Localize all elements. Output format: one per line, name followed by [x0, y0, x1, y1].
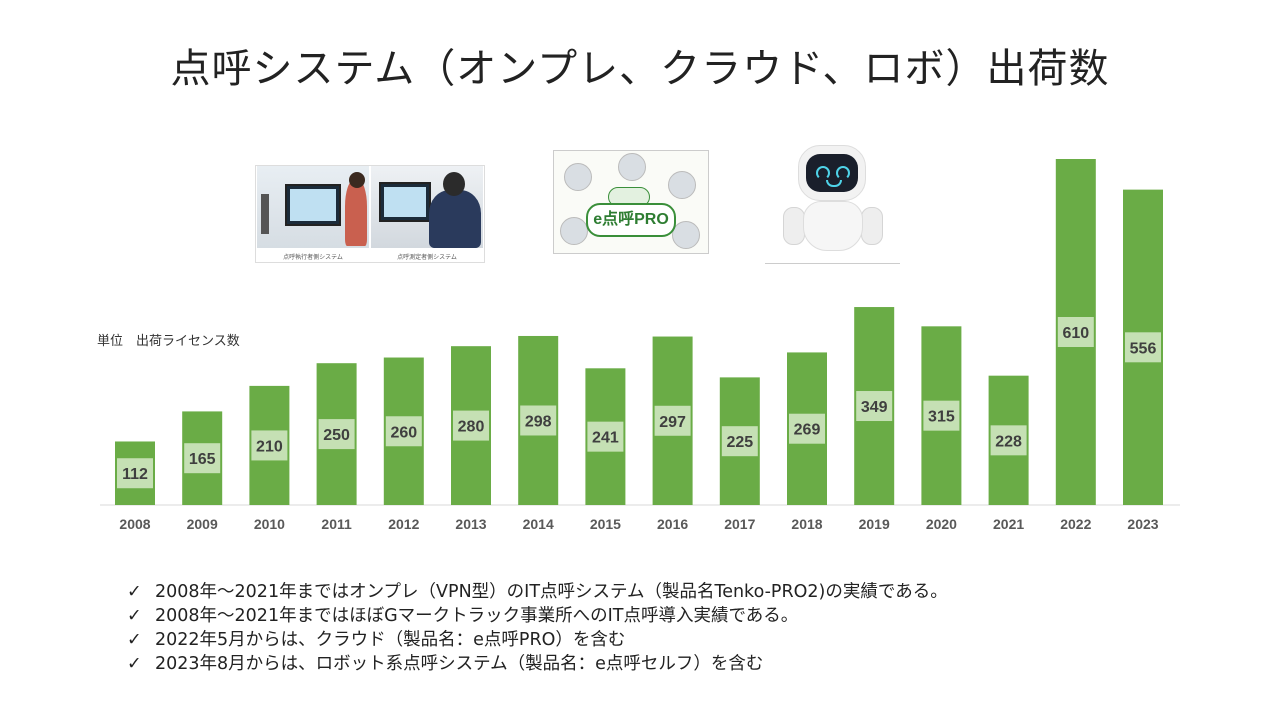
x-tick-2013: 2013 [455, 516, 486, 532]
data-label-box-2015 [587, 421, 624, 452]
x-tick-2021: 2021 [993, 516, 1024, 532]
x-tick-2008: 2008 [119, 516, 150, 532]
data-label-box-2022 [1057, 317, 1094, 347]
data-label-2018: 269 [794, 422, 821, 439]
data-label-2020: 315 [928, 409, 955, 426]
x-tick-2014: 2014 [523, 516, 554, 532]
data-label-box-2012 [385, 416, 422, 447]
x-tick-2009: 2009 [187, 516, 218, 532]
data-label-2013: 280 [458, 419, 485, 436]
data-label-2010: 210 [256, 438, 283, 455]
x-tick-2017: 2017 [724, 516, 755, 532]
data-label-box-2016 [654, 405, 691, 436]
page-title: 点呼システム（オンプレ、クラウド、ロボ）出荷数 [170, 46, 1110, 92]
x-tick-2010: 2010 [254, 516, 285, 532]
data-label-2021: 228 [995, 433, 1022, 450]
note-item: ✓ 2008年～2021年まではオンプレ（VPN型）のIT点呼システム（製品名Te… [127, 580, 948, 604]
data-label-box-2010 [251, 430, 288, 461]
shipments-bar-chart: 112 2008 165 2009 210 2010 250 2011 260 2012 280 20… [100, 159, 1180, 532]
data-label-2016: 297 [659, 414, 686, 431]
note-item: ✓ 2008年～2021年まではほぼGマークトラック事業所へのIT点呼導入実績であ… [127, 604, 948, 628]
x-tick-2020: 2020 [926, 516, 957, 532]
data-label-2023: 556 [1130, 340, 1157, 357]
data-label-2008: 112 [122, 466, 148, 483]
checkmark-icon: ✓ [127, 630, 142, 650]
data-label-2014: 298 [525, 413, 552, 430]
x-tick-2023: 2023 [1127, 516, 1158, 532]
x-tick-2011: 2011 [321, 516, 352, 532]
data-label-2017: 225 [726, 434, 753, 451]
data-label-box-2021 [990, 425, 1027, 456]
desk-system-photo: 点呼執行者側システム 点呼測定者側システム [255, 165, 485, 263]
x-tick-2018: 2018 [791, 516, 822, 532]
notes-list: ✓ 2008年～2021年まではオンプレ（VPN型）のIT点呼システム（製品名Te… [127, 580, 948, 676]
data-label-2009: 165 [189, 451, 216, 468]
checkmark-icon: ✓ [127, 582, 142, 602]
data-label-box-2023 [1125, 332, 1161, 363]
driver-desk-image [371, 166, 483, 248]
data-label-box-2011 [318, 419, 355, 450]
data-label-box-2013 [453, 410, 489, 441]
x-tick-2016: 2016 [657, 516, 688, 532]
data-label-box-2009 [184, 443, 221, 474]
note-text: 2008年～2021年まではほぼGマークトラック事業所へのIT点呼導入実績である… [155, 606, 799, 626]
x-tick-2015: 2015 [590, 516, 621, 532]
x-tick-2019: 2019 [859, 516, 890, 532]
x-tick-2022: 2022 [1060, 516, 1091, 532]
note-text: 2023年8月からは、ロボット系点呼システム（製品名：e点呼セルフ）を含む [155, 654, 764, 674]
data-label-2022: 610 [1062, 325, 1089, 342]
data-label-2015: 241 [592, 430, 619, 447]
data-label-box-2018 [789, 413, 825, 444]
desk-caption-2: 点呼測定者側システム [397, 254, 457, 261]
data-label-2019: 349 [861, 399, 888, 416]
data-label-2011: 250 [323, 427, 350, 444]
unit-label: 単位 出荷ライセンス数 [97, 334, 240, 349]
epro-logo: e点呼PRO [586, 203, 676, 237]
data-label-box-2008 [117, 458, 153, 489]
robot-photo [765, 135, 900, 265]
data-label-box-2019 [856, 391, 893, 422]
x-tick-2012: 2012 [388, 516, 419, 532]
checkmark-icon: ✓ [127, 606, 142, 626]
note-text: 2008年～2021年まではオンプレ（VPN型）のIT点呼システム（製品名Ten… [155, 582, 948, 602]
note-text: 2022年5月からは、クラウド（製品名：e点呼PRO）を含む [155, 630, 626, 650]
data-label-2012: 260 [390, 424, 417, 441]
note-item: ✓ 2023年8月からは、ロボット系点呼システム（製品名：e点呼セルフ）を含む [127, 652, 948, 676]
data-label-box-2014 [520, 405, 557, 436]
desk-caption-1: 点呼執行者側システム [283, 254, 343, 261]
data-label-box-2020 [923, 400, 960, 431]
data-label-box-2017 [721, 426, 758, 457]
note-item: ✓ 2022年5月からは、クラウド（製品名：e点呼PRO）を含む [127, 628, 948, 652]
operator-desk-image [257, 166, 369, 248]
checkmark-icon: ✓ [127, 654, 142, 674]
epro-diagram-photo: e点呼PRO [553, 150, 709, 254]
